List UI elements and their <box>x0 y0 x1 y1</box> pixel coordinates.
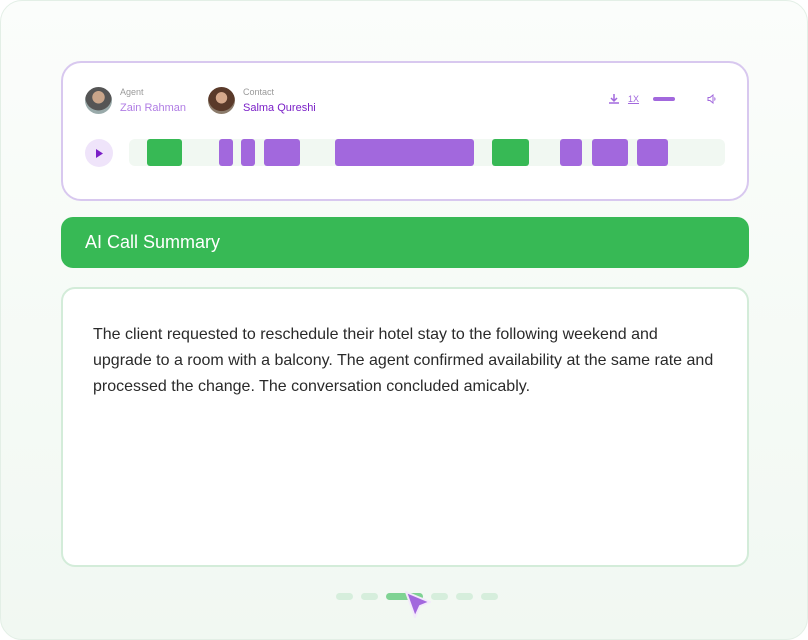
pagination-dot[interactable] <box>431 593 448 600</box>
timeline-segment-purple[interactable] <box>559 139 582 166</box>
contact-role: Contact <box>243 87 275 97</box>
timeline-segment-purple[interactable] <box>241 139 255 166</box>
pagination-dot[interactable] <box>336 593 353 600</box>
summary-text: The client requested to reschedule their… <box>93 326 714 395</box>
pagination-dot[interactable] <box>386 593 423 600</box>
summary-body: The client requested to reschedule their… <box>61 287 749 567</box>
speed-button[interactable]: 1X <box>627 94 639 104</box>
play-icon <box>96 148 103 158</box>
contact-avatar <box>208 87 235 114</box>
pagination-dot[interactable] <box>361 593 378 600</box>
agent-avatar <box>85 87 112 114</box>
timeline-segment-green[interactable] <box>491 139 529 166</box>
pagination <box>336 593 498 600</box>
contact-info: Contact Salma Qureshi <box>208 87 316 114</box>
timeline-segment-purple[interactable] <box>592 139 628 166</box>
agent-name: Zain Rahman <box>120 102 187 114</box>
timeline-segment-purple[interactable] <box>335 139 475 166</box>
call-timeline[interactable] <box>129 139 725 166</box>
timeline-segment-purple[interactable] <box>218 139 233 166</box>
timeline-segment-purple[interactable] <box>636 139 668 166</box>
pagination-dot[interactable] <box>481 593 498 600</box>
volume-icon[interactable] <box>707 94 717 104</box>
timeline-segment-purple[interactable] <box>264 139 301 166</box>
download-icon[interactable] <box>608 93 620 105</box>
contact-name: Salma Qureshi <box>243 102 316 114</box>
cursor-icon <box>405 591 431 618</box>
call-player: Agent Zain Rahman Contact Salma Qureshi … <box>61 61 749 201</box>
volume-slider[interactable] <box>653 97 675 101</box>
agent-role: Agent <box>120 87 144 97</box>
play-button[interactable] <box>85 139 113 167</box>
pagination-dot[interactable] <box>456 593 473 600</box>
timeline-segment-green[interactable] <box>146 139 183 166</box>
summary-header: AI Call Summary <box>61 217 749 268</box>
agent-info: Agent Zain Rahman <box>85 87 186 114</box>
